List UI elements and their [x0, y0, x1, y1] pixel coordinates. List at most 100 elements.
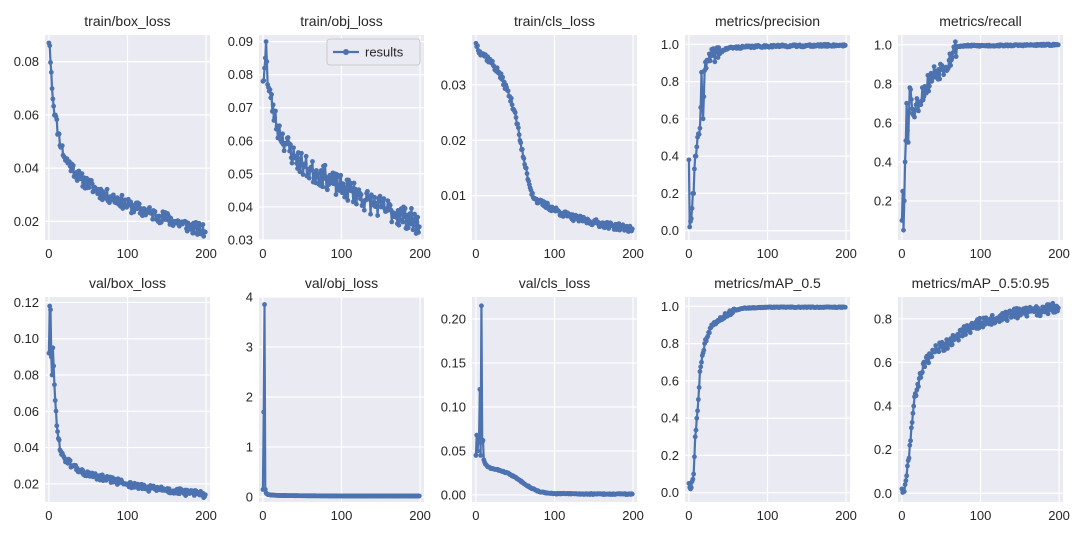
y-tick-label: 0.20: [441, 311, 466, 326]
y-tick-label: 0.2: [661, 186, 679, 201]
data-point: [696, 131, 702, 137]
y-tick-label: 1.0: [661, 299, 679, 314]
data-point: [509, 102, 515, 108]
data-point: [689, 205, 695, 211]
y-tick-label: 0.10: [14, 331, 39, 346]
data-point: [906, 455, 912, 461]
data-point: [407, 211, 413, 217]
data-point: [300, 172, 306, 177]
y-tick-label: 0.03: [441, 77, 466, 92]
y-tick-label: 0.02: [14, 476, 39, 491]
data-point: [332, 178, 337, 184]
data-point: [963, 332, 968, 337]
data-point: [48, 69, 54, 75]
x-tick-label: 200: [409, 508, 431, 523]
panel-title: metrics/precision: [715, 13, 820, 29]
y-tick-label: 0: [246, 490, 253, 505]
series-points: [473, 40, 635, 234]
data-point: [901, 489, 907, 494]
data-point: [357, 196, 363, 202]
data-point: [1045, 311, 1051, 317]
data-point: [270, 102, 276, 108]
data-point: [381, 196, 387, 202]
panel-title: metrics/mAP_0.5:0.95: [912, 275, 1050, 291]
data-point: [956, 337, 961, 343]
series-points: [899, 39, 1061, 233]
panel-title: metrics/recall: [939, 13, 1021, 29]
data-point: [310, 159, 315, 164]
data-point: [900, 188, 906, 194]
data-point: [530, 190, 535, 196]
y-tick-label: 0.2: [661, 448, 679, 463]
data-point: [910, 410, 916, 416]
panel-title: val/cls_loss: [519, 275, 591, 291]
data-point: [700, 116, 706, 122]
data-point: [81, 180, 86, 186]
x-tick-label: 0: [259, 508, 266, 523]
data-point: [280, 131, 285, 137]
y-tick-label: 0.0: [661, 485, 679, 500]
data-point: [478, 452, 484, 458]
data-point: [343, 194, 348, 200]
data-point: [297, 169, 303, 175]
data-point: [56, 131, 62, 137]
data-point: [333, 192, 339, 197]
series-points: [46, 303, 208, 501]
y-tick-label: 4: [246, 290, 253, 305]
x-tick-label: 0: [685, 246, 692, 261]
data-point: [372, 194, 377, 200]
legend-label: results: [365, 45, 404, 60]
y-tick-label: 0.4: [874, 399, 892, 414]
data-point: [59, 143, 65, 149]
y-tick-label: 0.08: [14, 368, 39, 383]
x-tick-label: 0: [45, 246, 52, 261]
panel-title: train/box_loss: [84, 13, 170, 29]
panel-val-cls-loss: val/cls_loss 0 100 200 0.00 0.05 0.10 0.15 0.20: [441, 275, 644, 523]
data-point: [269, 92, 274, 97]
y-tick-label: 0.4: [661, 149, 679, 164]
data-point: [1016, 306, 1022, 312]
x-tick-label: 100: [970, 246, 992, 261]
data-point: [52, 382, 57, 388]
x-tick-label: 100: [331, 508, 353, 523]
panel-metrics-recall: metrics/recall 0 100 200 0.2 0.4 0.6 0.8 1.0: [874, 13, 1070, 261]
data-point: [909, 420, 915, 425]
y-tick-label: 1.0: [661, 37, 679, 52]
data-point: [70, 163, 76, 168]
x-tick-label: 100: [970, 508, 992, 523]
y-tick-label: 0.01: [441, 188, 466, 203]
y-tick-label: 0.04: [14, 440, 39, 455]
data-point: [513, 115, 519, 120]
series-points: [686, 41, 848, 230]
data-point: [354, 201, 359, 207]
data-point: [46, 350, 52, 356]
data-point: [494, 65, 500, 71]
y-tick-label: 0.4: [661, 411, 679, 426]
data-point: [1024, 313, 1030, 319]
data-point: [952, 39, 958, 45]
data-point: [475, 439, 481, 445]
y-tick-label: 0.06: [14, 404, 39, 419]
data-point: [288, 142, 293, 147]
data-point: [291, 145, 296, 151]
data-point: [358, 192, 364, 197]
data-point: [691, 191, 697, 196]
data-point: [104, 186, 110, 192]
data-point: [315, 171, 321, 177]
data-point: [490, 58, 495, 64]
data-point: [949, 342, 955, 347]
data-point: [901, 198, 907, 204]
data-point: [119, 192, 125, 198]
panel-title: train/obj_loss: [300, 13, 383, 29]
y-tick-label: 0.0: [661, 223, 679, 238]
data-point: [694, 144, 700, 150]
data-point: [475, 448, 480, 454]
data-point: [272, 115, 278, 121]
data-point: [264, 59, 270, 64]
data-point: [904, 100, 910, 106]
data-point: [53, 408, 59, 414]
y-tick-label: 0.04: [228, 199, 253, 214]
data-point: [147, 205, 152, 210]
y-tick-label: 0.02: [14, 214, 39, 229]
y-tick-label: 0.6: [661, 111, 679, 126]
